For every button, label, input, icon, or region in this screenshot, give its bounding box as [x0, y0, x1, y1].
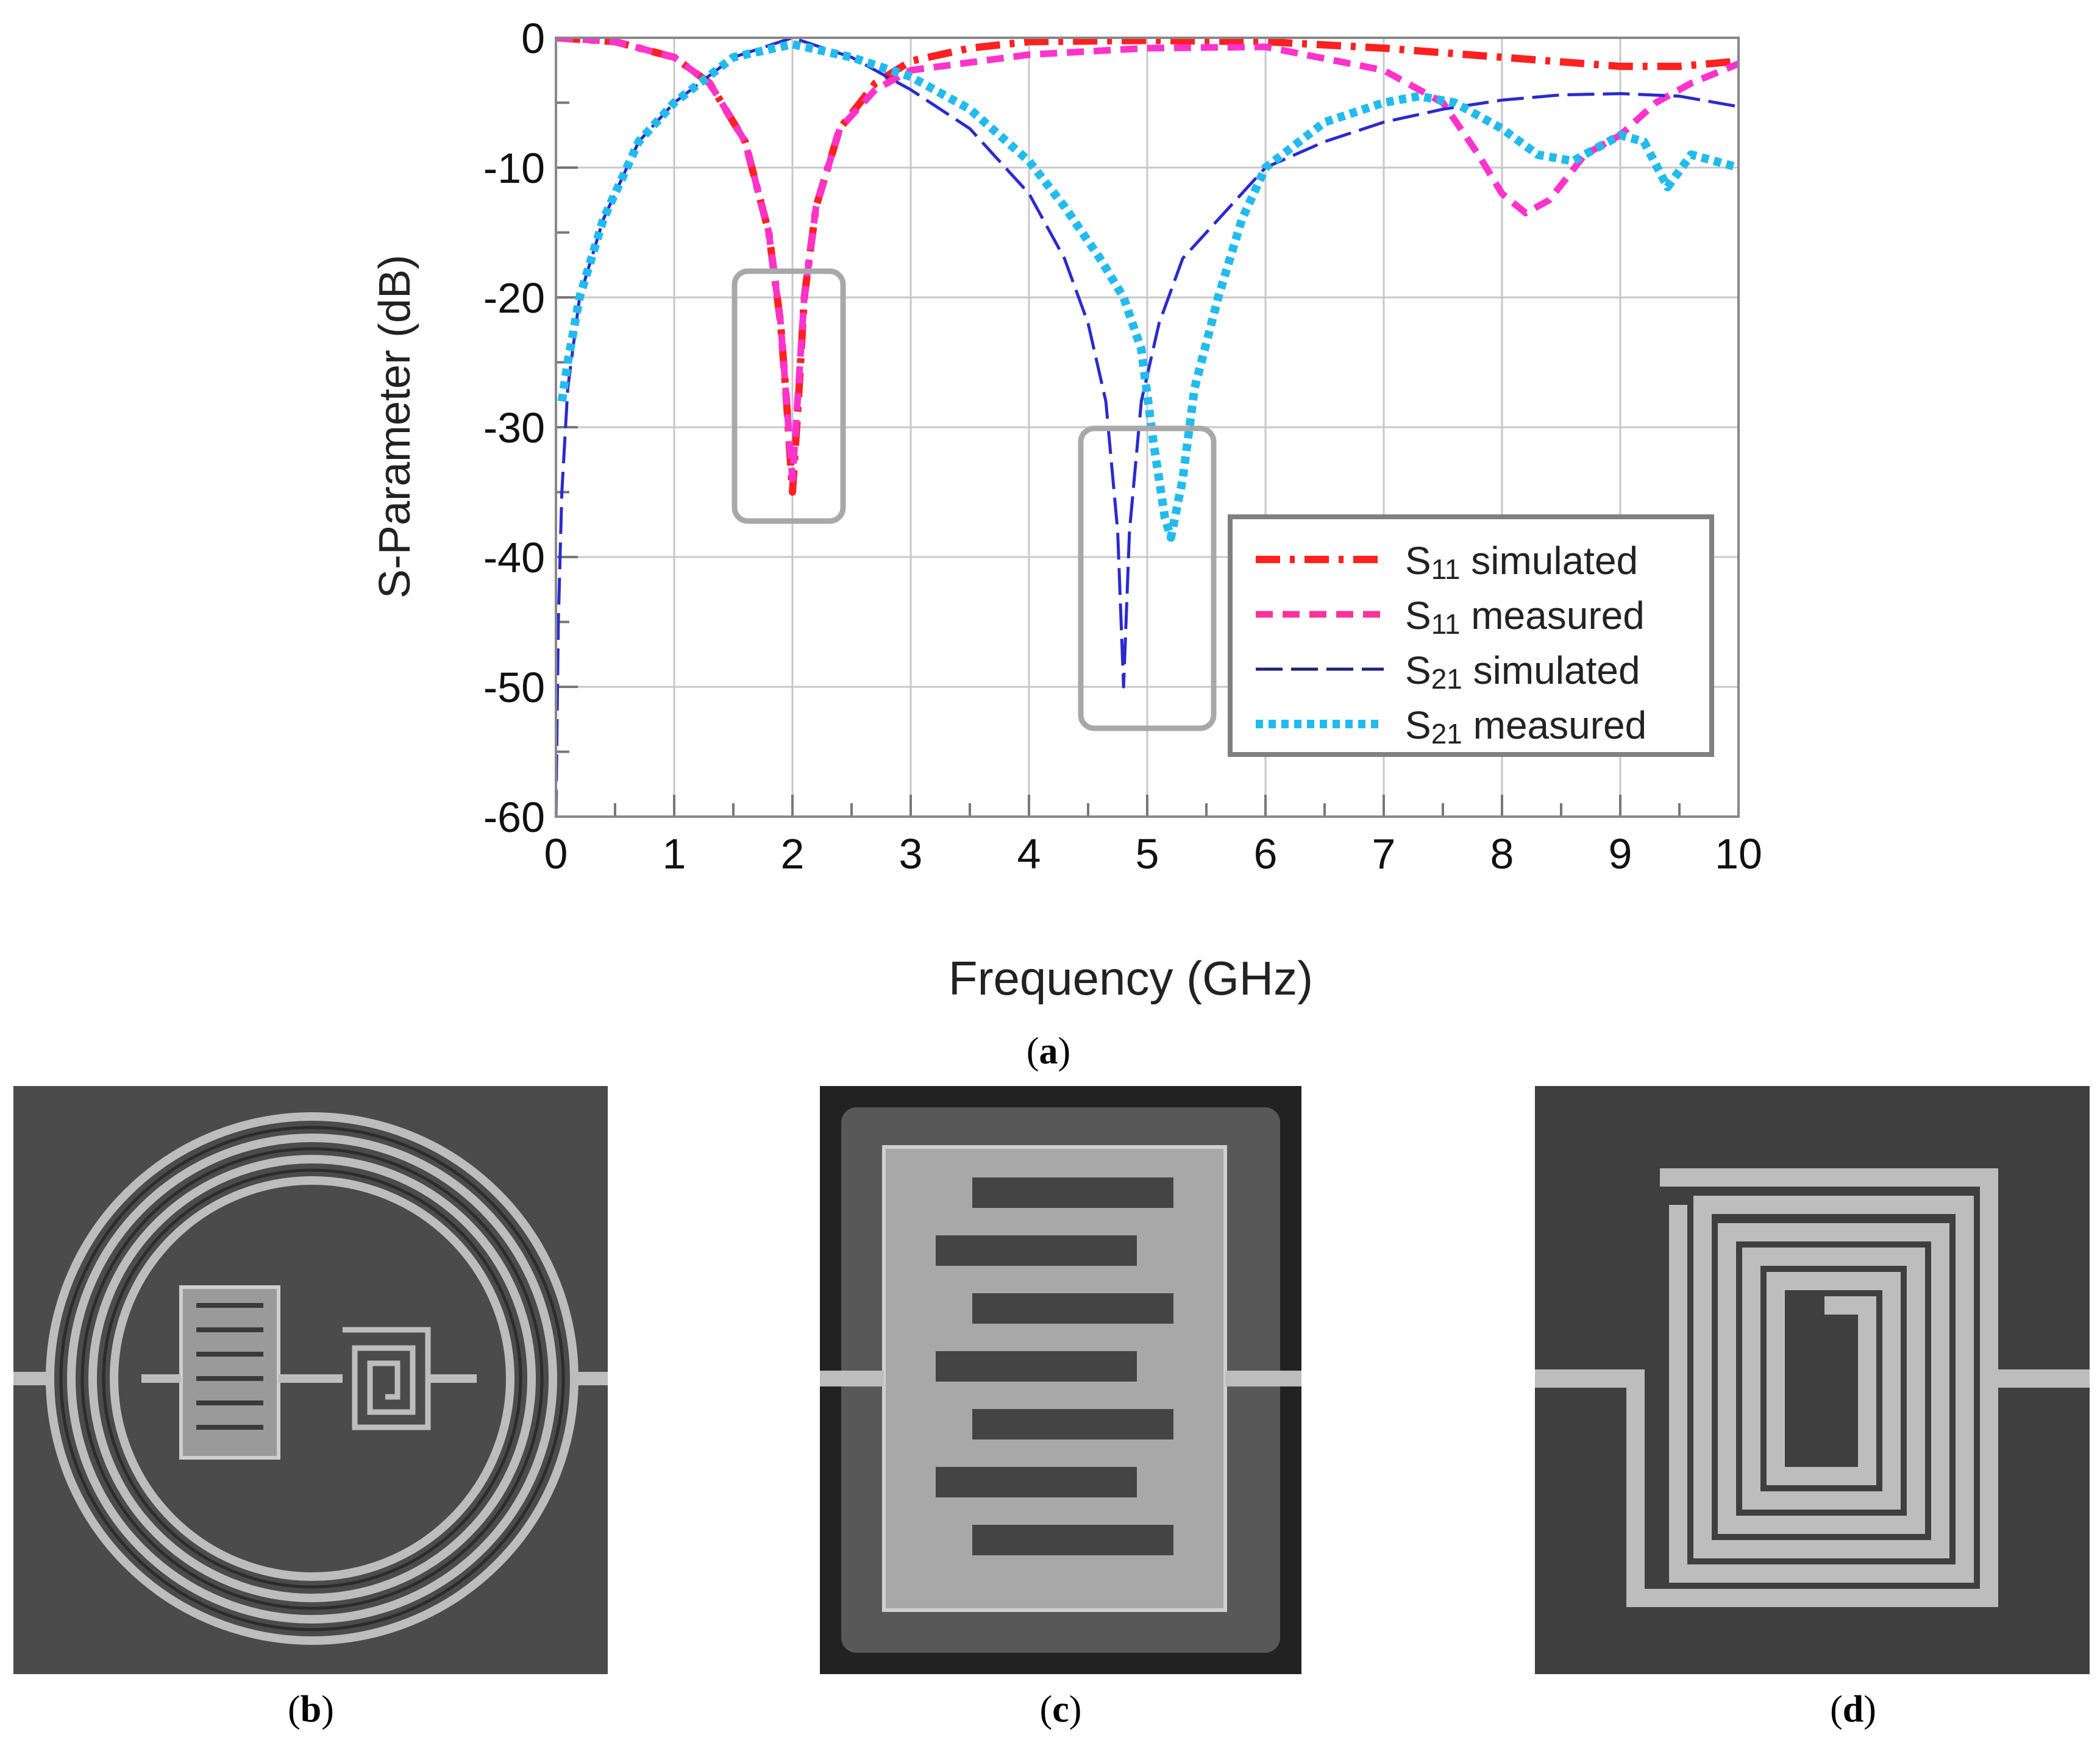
- y-tick-labels: 0 -10 -20 -30 -40 -50 -60: [483, 15, 545, 841]
- caption-b: (b): [288, 1689, 334, 1730]
- plot-frame: [555, 37, 1740, 818]
- ring-resonator-micrograph: [13, 1086, 608, 1674]
- highlight-box-s11-dip: [731, 268, 846, 524]
- y-tick-label-4: -40: [483, 534, 545, 581]
- series-layer: [556, 38, 1739, 817]
- legend-label-0: S11 simulated: [1405, 539, 1638, 585]
- y-tick-label-2: -20: [483, 274, 545, 322]
- highlight-box-s21-dip: [1078, 425, 1217, 731]
- legend-label-2: S21 simulated: [1405, 648, 1640, 695]
- x-tick-label-5: 5: [1136, 830, 1159, 878]
- x-tick-label-9: 9: [1609, 830, 1632, 878]
- series-line-1: [556, 38, 1739, 483]
- caption-c: (c): [1039, 1689, 1082, 1730]
- spiral-inductor-micrograph: [1535, 1086, 2090, 1674]
- series-line-3: [557, 40, 1739, 542]
- x-tick-label-0: 0: [544, 830, 568, 878]
- series-line-2: [556, 38, 1739, 817]
- x-tick-label-4: 4: [1017, 830, 1041, 878]
- y-tick-label-1: -10: [483, 144, 545, 192]
- image-b: [13, 1086, 608, 1674]
- image-c: [820, 1086, 1301, 1674]
- x-tick-label-2: 2: [781, 830, 805, 878]
- legend-label-1: S11 measured: [1405, 594, 1645, 640]
- x-tick-label-3: 3: [899, 830, 923, 878]
- x-tick-label-10: 10: [1715, 830, 1762, 878]
- x-tick-label-7: 7: [1372, 830, 1396, 878]
- x-tick-label-8: 8: [1490, 830, 1514, 878]
- image-d: [1535, 1086, 2090, 1674]
- y-axis-label: S-Parameter (dB): [371, 255, 419, 598]
- y-tick-label-3: -30: [483, 404, 545, 452]
- interdigital-capacitor-micrograph: [820, 1086, 1301, 1674]
- y-tick-label-6: -60: [483, 793, 545, 841]
- x-tick-labels: 0 1 2 3 4 5 6 7 8 9 10: [544, 830, 1762, 878]
- x-axis-label: Frequency (GHz): [949, 951, 1313, 1005]
- y-tick-label-0: 0: [521, 15, 545, 62]
- legend-label-3: S21 measured: [1405, 703, 1646, 750]
- x-tick-label-1: 1: [663, 830, 686, 878]
- s-parameter-chart: 0 1 2 3 4 5 6 7 8 9 10 0 -10 -20 -30 -40 -50 -60 Frequen…: [371, 15, 1762, 1005]
- y-tick-label-5: -50: [483, 664, 545, 711]
- x-tick-label-6: 6: [1254, 830, 1278, 878]
- legend: S11 simulated S11 measured S21 simulated S2…: [1228, 514, 1714, 757]
- caption-a: (a): [1026, 1031, 1071, 1072]
- caption-d: (d): [1830, 1689, 1876, 1730]
